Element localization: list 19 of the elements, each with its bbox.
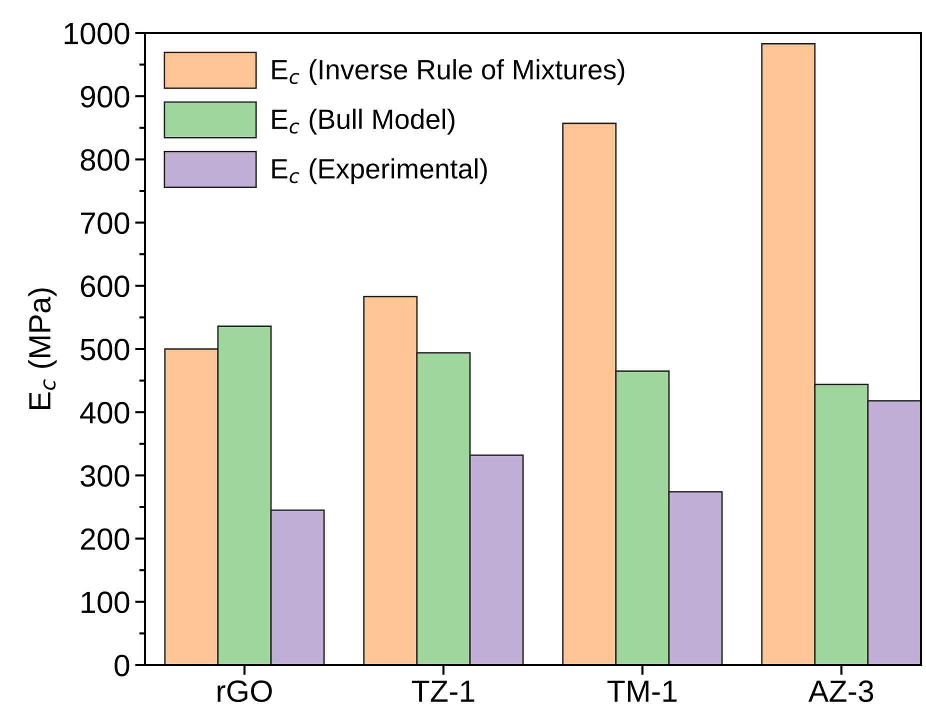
x-tick-label: TM-1 xyxy=(607,680,677,702)
y-axis-title: E$_{c}$ (MPa) xyxy=(28,288,57,409)
y-tick-label: 0 xyxy=(114,654,130,676)
y-tick-label: 700 xyxy=(81,212,130,234)
y-tick-label: 800 xyxy=(80,149,130,171)
x-tick-label: rGO xyxy=(218,680,272,702)
x-tick-label: TZ-1 xyxy=(412,680,474,702)
y-tick-label: 200 xyxy=(80,528,130,550)
y-tick-label: 1000 xyxy=(64,22,130,44)
y-tick-label: 600 xyxy=(80,276,130,298)
y-tick-label: 100 xyxy=(82,592,130,614)
y-tick-label: 400 xyxy=(80,402,130,424)
legend-label: E$_{c}$ (Experimental) xyxy=(272,158,487,184)
y-tick-label: 900 xyxy=(80,86,130,108)
legend-label: E$_{c}$ (Bull Model) xyxy=(272,108,454,135)
legend-label: E$_{c}$ (Inverse Rule of Mixtures) xyxy=(272,59,624,85)
x-tick-label: AZ-3 xyxy=(808,680,874,702)
y-tick-label: 500 xyxy=(80,338,130,360)
y-tick-label: 300 xyxy=(80,465,130,487)
